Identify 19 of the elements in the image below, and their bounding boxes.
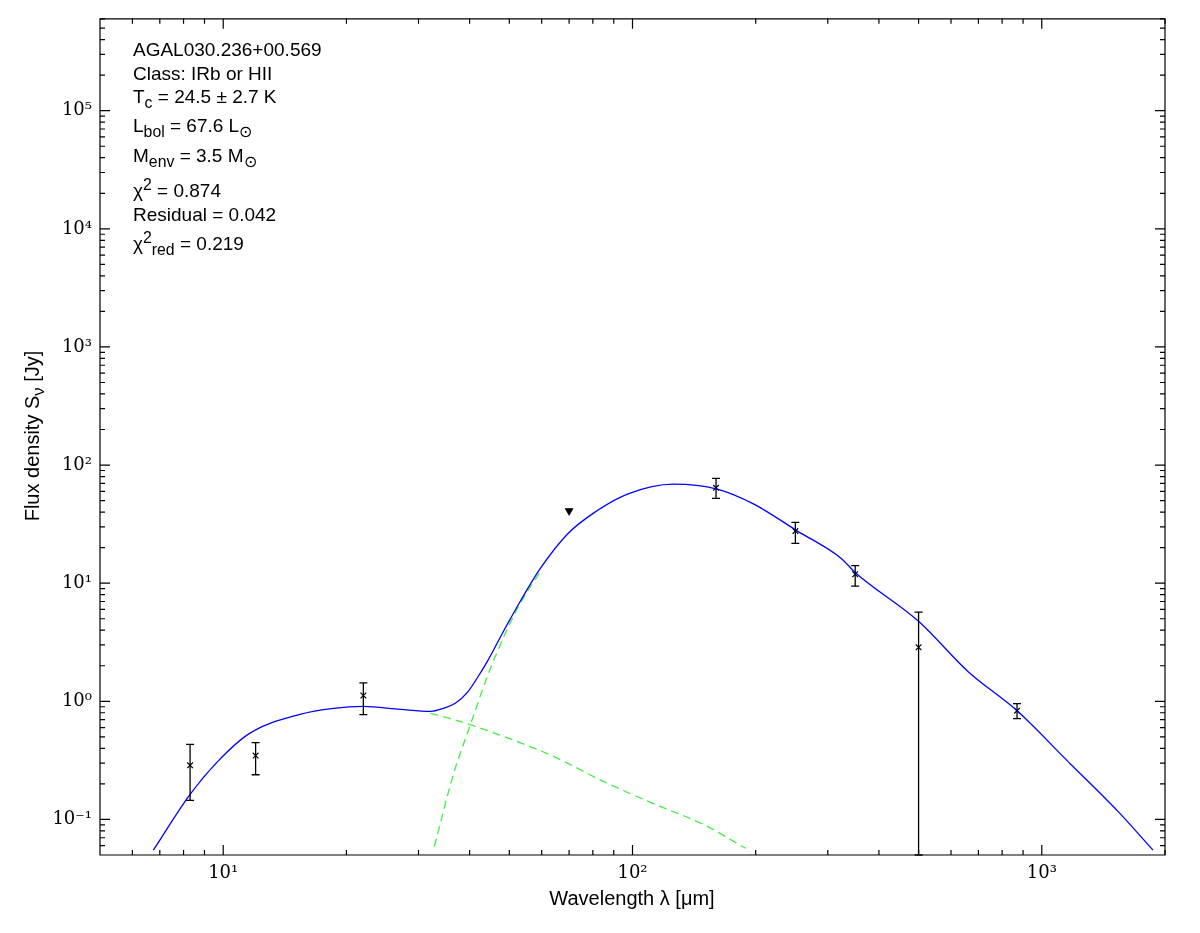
- annotation: T$_{c}$ = 24.5 ± 2.7 K: [133, 85, 278, 113]
- y-tick-label: 10²: [61, 452, 92, 474]
- y-tick-label: 10⁰: [61, 688, 92, 710]
- y-tick-label: 10¹: [61, 570, 92, 592]
- y-tick-label: 10⁻¹: [52, 807, 92, 829]
- y-tick-label: 10⁴: [61, 216, 92, 238]
- annotation: AGAL030.236+00.569: [133, 38, 322, 62]
- annotation: L$_{bol}$ = 67.6 L$_{⊙}$: [133, 114, 254, 143]
- x-axis-title: Wavelength λ [μm]: [549, 887, 715, 910]
- annotation: χ$^{2}$$_{red}$ = 0.219: [133, 228, 245, 261]
- annotation: χ$^{2}$ = 0.874: [133, 174, 222, 203]
- x-tick-label: 10²: [617, 861, 648, 883]
- y-tick-label: 10⁵: [61, 98, 92, 120]
- annotation: M$_{env}$ = 3.5 M$_{⊙}$: [133, 143, 258, 172]
- y-tick-label: 10³: [61, 334, 92, 356]
- annotation: Class: IRb or HII: [133, 61, 274, 85]
- x-tick-label: 10¹: [208, 861, 239, 883]
- x-tick-label: 10³: [1026, 861, 1057, 883]
- annotation: Residual = 0.042: [133, 202, 278, 227]
